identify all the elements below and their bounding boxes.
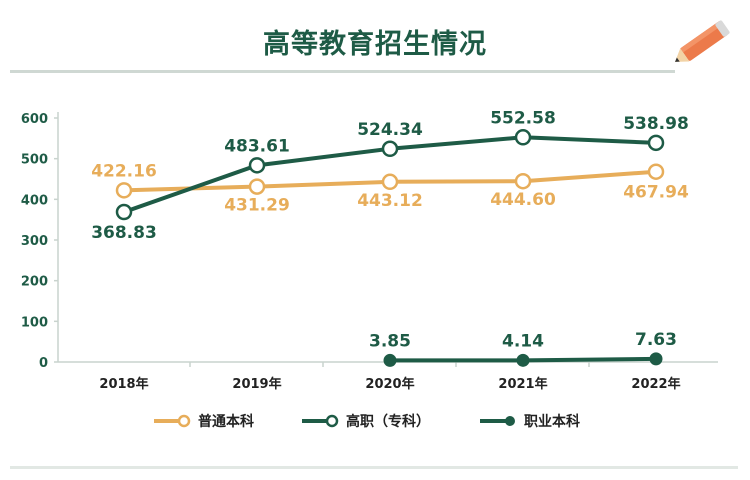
legend-line-undergrad-icon	[154, 414, 191, 428]
bottom-divider	[10, 466, 738, 469]
data-label-vocational-college: 524.34	[357, 120, 423, 140]
data-point-vocational-college	[514, 129, 532, 146]
x-tick-label: 2019年	[232, 376, 281, 392]
chart-legend: 普通本科 高职（专科） 职业本科	[0, 411, 750, 435]
y-tick-label: 0	[39, 356, 48, 371]
data-point-vocational-college	[647, 134, 665, 152]
data-point-vocational-college	[115, 203, 133, 221]
data-point-undergrad	[248, 178, 266, 195]
y-tick-label: 200	[21, 275, 48, 290]
data-point-vocational-undergrad	[516, 353, 530, 367]
legend-label-vocational-college: 高职（专科）	[346, 414, 430, 430]
y-tick-label: 400	[21, 193, 48, 208]
legend-item-vocational-college: 高职（专科）	[300, 411, 430, 431]
chart-title: 高等教育招生情况	[263, 29, 487, 60]
title-divider	[10, 70, 675, 73]
x-tick-label: 2018年	[99, 376, 148, 392]
data-label-undergrad: 443.12	[357, 191, 423, 211]
y-tick-label: 100	[21, 315, 48, 330]
legend-line-vocational-undergrad-icon	[480, 416, 515, 426]
legend-label-vocational-undergrad: 职业本科	[524, 414, 580, 430]
legend-item-undergrad: 普通本科	[152, 411, 254, 431]
data-point-undergrad	[381, 173, 399, 191]
data-point-vocational-college	[381, 140, 399, 158]
y-tick-label: 300	[21, 234, 48, 249]
data-label-vocational-college: 538.98	[623, 114, 689, 134]
x-tick-label: 2021年	[498, 376, 547, 392]
x-tick-label: 2022年	[631, 376, 680, 392]
data-label-undergrad: 444.60	[490, 190, 556, 210]
y-tick-label: 600	[21, 112, 48, 127]
pencil-icon	[675, 20, 730, 62]
data-label-undergrad: 467.94	[623, 183, 689, 203]
legend-line-vocational-college-icon	[302, 414, 339, 428]
data-point-vocational-college	[248, 157, 266, 174]
data-point-undergrad	[115, 182, 133, 199]
data-point-undergrad	[514, 172, 532, 190]
line-chart: 0 100 200 300 400 500 600 2018年 2019年 2020年 2021年 2…	[21, 108, 718, 392]
data-label-vocational-undergrad: 3.85	[369, 331, 411, 351]
legend-item-vocational-undergrad: 职业本科	[478, 411, 580, 431]
data-point-vocational-undergrad	[383, 353, 397, 367]
data-label-vocational-undergrad: 7.63	[635, 330, 677, 350]
x-tick-label: 2020年	[365, 376, 414, 392]
data-label-undergrad: 431.29	[224, 196, 290, 216]
data-label-vocational-college: 483.61	[224, 136, 290, 156]
y-tick-label: 500	[21, 153, 48, 168]
data-point-vocational-undergrad	[649, 352, 663, 366]
data-label-vocational-undergrad: 4.14	[502, 331, 544, 351]
data-label-undergrad: 422.16	[91, 161, 157, 181]
data-label-vocational-college: 552.58	[490, 108, 556, 128]
legend-label-undergrad: 普通本科	[198, 414, 254, 430]
data-label-vocational-college: 368.83	[91, 223, 157, 243]
data-point-undergrad	[647, 163, 665, 180]
